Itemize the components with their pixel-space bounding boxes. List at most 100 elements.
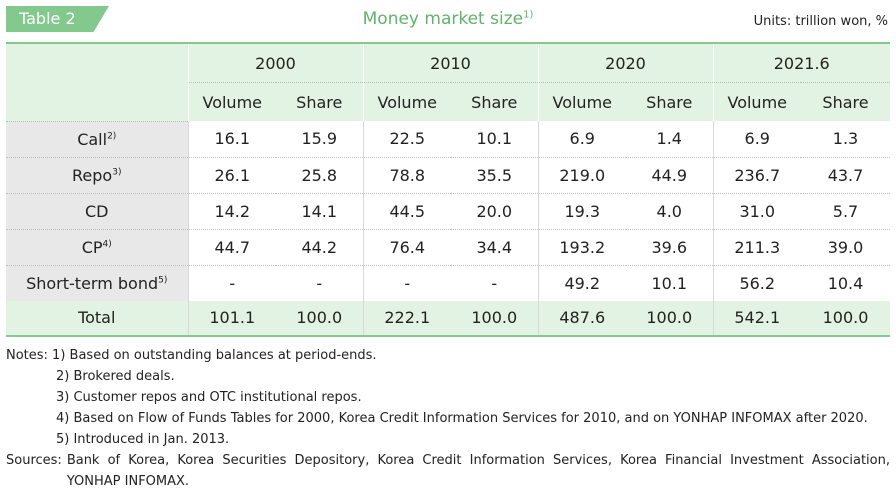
volume-cell: 14.2	[187, 193, 276, 230]
money-market-table: 2000 2010 2020 2021.6 Volume Share Volum…	[6, 44, 890, 337]
volume-cell: 6.9	[537, 121, 626, 158]
share-cell: 10.1	[451, 121, 538, 158]
units-label: Units: trillion won, %	[753, 14, 888, 29]
volume-cell: 101.1	[187, 300, 276, 337]
subheader-volume: Volume	[187, 82, 276, 121]
subheader-volume: Volume	[362, 82, 451, 121]
row-label: Total	[6, 300, 188, 337]
share-cell: 39.0	[801, 229, 890, 266]
volume-cell: 236.7	[712, 157, 801, 194]
row-label-footnote: 3)	[112, 167, 122, 178]
share-cell: 10.4	[827, 273, 864, 293]
table-row: CD 14.2 14.1 44.5 20.0 19.3 4.0 31.0 5.7	[6, 193, 890, 230]
year-header: 2021.6	[712, 44, 890, 83]
sources-line: Sources: Bank of Korea, Korea Securities…	[6, 450, 890, 492]
share-cell: 39.6	[626, 229, 713, 266]
volume-cell: 56.2	[712, 265, 801, 301]
share-cell: 10.1	[651, 273, 688, 293]
year-header: 2000	[187, 44, 363, 83]
volume-cell: 22.5	[362, 121, 451, 158]
share-cell: 25.8	[276, 157, 363, 194]
subheader-share: Share	[276, 82, 363, 121]
row-label-text: CP	[81, 237, 103, 257]
row-label: CP4)	[6, 229, 188, 266]
volume-cell: -	[187, 265, 276, 301]
volume-cell: 222.1	[362, 300, 451, 337]
row-label-footnote: 4)	[102, 239, 112, 250]
row-label: CD	[6, 193, 188, 230]
notes-section: Notes: 1) Based on outstanding balances …	[6, 345, 890, 492]
share-cell: 1.3	[801, 121, 890, 158]
table-row: Total 101.1 100.0 222.1 100.0 487.6 100.0 542.1…	[6, 300, 890, 337]
volume-cell: 78.8	[362, 157, 451, 194]
share-cell: 44.9	[626, 157, 713, 194]
volume-cell: 26.1	[187, 157, 276, 194]
top-rule	[6, 42, 890, 44]
subheader-share: Share	[801, 82, 890, 121]
subheader-share: Share	[451, 82, 538, 121]
volume-cell: -	[362, 265, 451, 301]
share-cell: -	[316, 273, 323, 293]
share-cell: 5.7	[801, 193, 890, 230]
note-line: Notes: 1) Based on outstanding balances …	[6, 348, 377, 363]
share-cell: 1.4	[626, 121, 713, 158]
row-label-footnote: 5)	[158, 275, 168, 286]
share-cell: 100.0	[626, 300, 713, 337]
volume-cell: 211.3	[712, 229, 801, 266]
table-body: Call2) 16.1 15.9 22.5 10.1 6.9 1.4 6.9 1.3 Repo3)…	[6, 121, 890, 337]
note-line: 2) Brokered deals.	[56, 369, 175, 384]
volume-cell: 44.5	[362, 193, 451, 230]
table-row: Repo3) 26.1 25.8 78.8 35.5 219.0 44.9 236.7 43.7	[6, 157, 890, 194]
subheader-volume: Volume	[712, 82, 801, 121]
volume-cell: 76.4	[362, 229, 451, 266]
year-header: 2020	[537, 44, 713, 83]
row-label-text: Short-term bond	[26, 273, 159, 293]
note-line: 3) Customer repos and OTC institutional …	[56, 390, 362, 405]
subheader-share: Share	[626, 82, 713, 121]
subheader-volume: Volume	[537, 82, 626, 121]
share-cell: 100.0	[451, 300, 538, 337]
table-title-footnote: 1)	[523, 9, 534, 21]
row-label-footnote: 2)	[107, 131, 117, 142]
row-label-text: Repo	[72, 165, 113, 185]
share-cell: 14.1	[276, 193, 363, 230]
note-line: 4) Based on Flow of Funds Tables for 200…	[56, 411, 868, 426]
share-cell: 34.4	[451, 229, 538, 266]
year-header: 2010	[362, 44, 538, 83]
row-label-text: Total	[78, 308, 116, 327]
share-cell: 44.2	[276, 229, 363, 266]
table-number-tag: Table 2	[6, 6, 109, 32]
sources-label: Sources:	[6, 453, 62, 468]
share-cell: 100.0	[276, 300, 363, 337]
volume-cell: 49.2	[537, 265, 626, 301]
row-label-text: CD	[85, 201, 109, 221]
share-cell: 15.9	[276, 121, 363, 158]
volume-cell: 31.0	[712, 193, 801, 230]
volume-cell: 19.3	[537, 193, 626, 230]
volume-cell: 44.7	[187, 229, 276, 266]
volume-cell: 193.2	[537, 229, 626, 266]
table-row: Call2) 16.1 15.9 22.5 10.1 6.9 1.4 6.9 1.3	[6, 121, 890, 158]
row-label: Repo3)	[6, 157, 188, 194]
share-cell: 100.0	[801, 300, 890, 337]
volume-cell: 487.6	[537, 300, 626, 337]
row-label: Short-term bond5)	[6, 265, 188, 301]
header-corner	[6, 44, 188, 122]
volume-cell: 219.0	[537, 157, 626, 194]
table-row: CP4) 44.7 44.2 76.4 34.4 193.2 39.6 211.3 39.0	[6, 229, 890, 266]
volume-cell: 16.1	[187, 121, 276, 158]
table-row: Short-term bond5) - - - -49.2 10.1 56.2 10.4	[6, 265, 890, 301]
volume-cell: 542.1	[712, 300, 801, 337]
table-title: Money market size1)	[0, 9, 896, 29]
row-label: Call2)	[6, 121, 188, 158]
sources-text: Bank of Korea, Korea Securities Deposito…	[66, 453, 890, 489]
table-title-text: Money market size	[362, 9, 524, 29]
row-label-text: Call	[77, 129, 108, 149]
share-cell: 35.5	[451, 157, 538, 194]
share-cell: 20.0	[451, 193, 538, 230]
volume-cell: 6.9	[712, 121, 801, 158]
note-line: 5) Introduced in Jan. 2013.	[56, 432, 230, 447]
share-cell: -	[491, 273, 498, 293]
share-cell: 43.7	[801, 157, 890, 194]
share-cell: 4.0	[626, 193, 713, 230]
